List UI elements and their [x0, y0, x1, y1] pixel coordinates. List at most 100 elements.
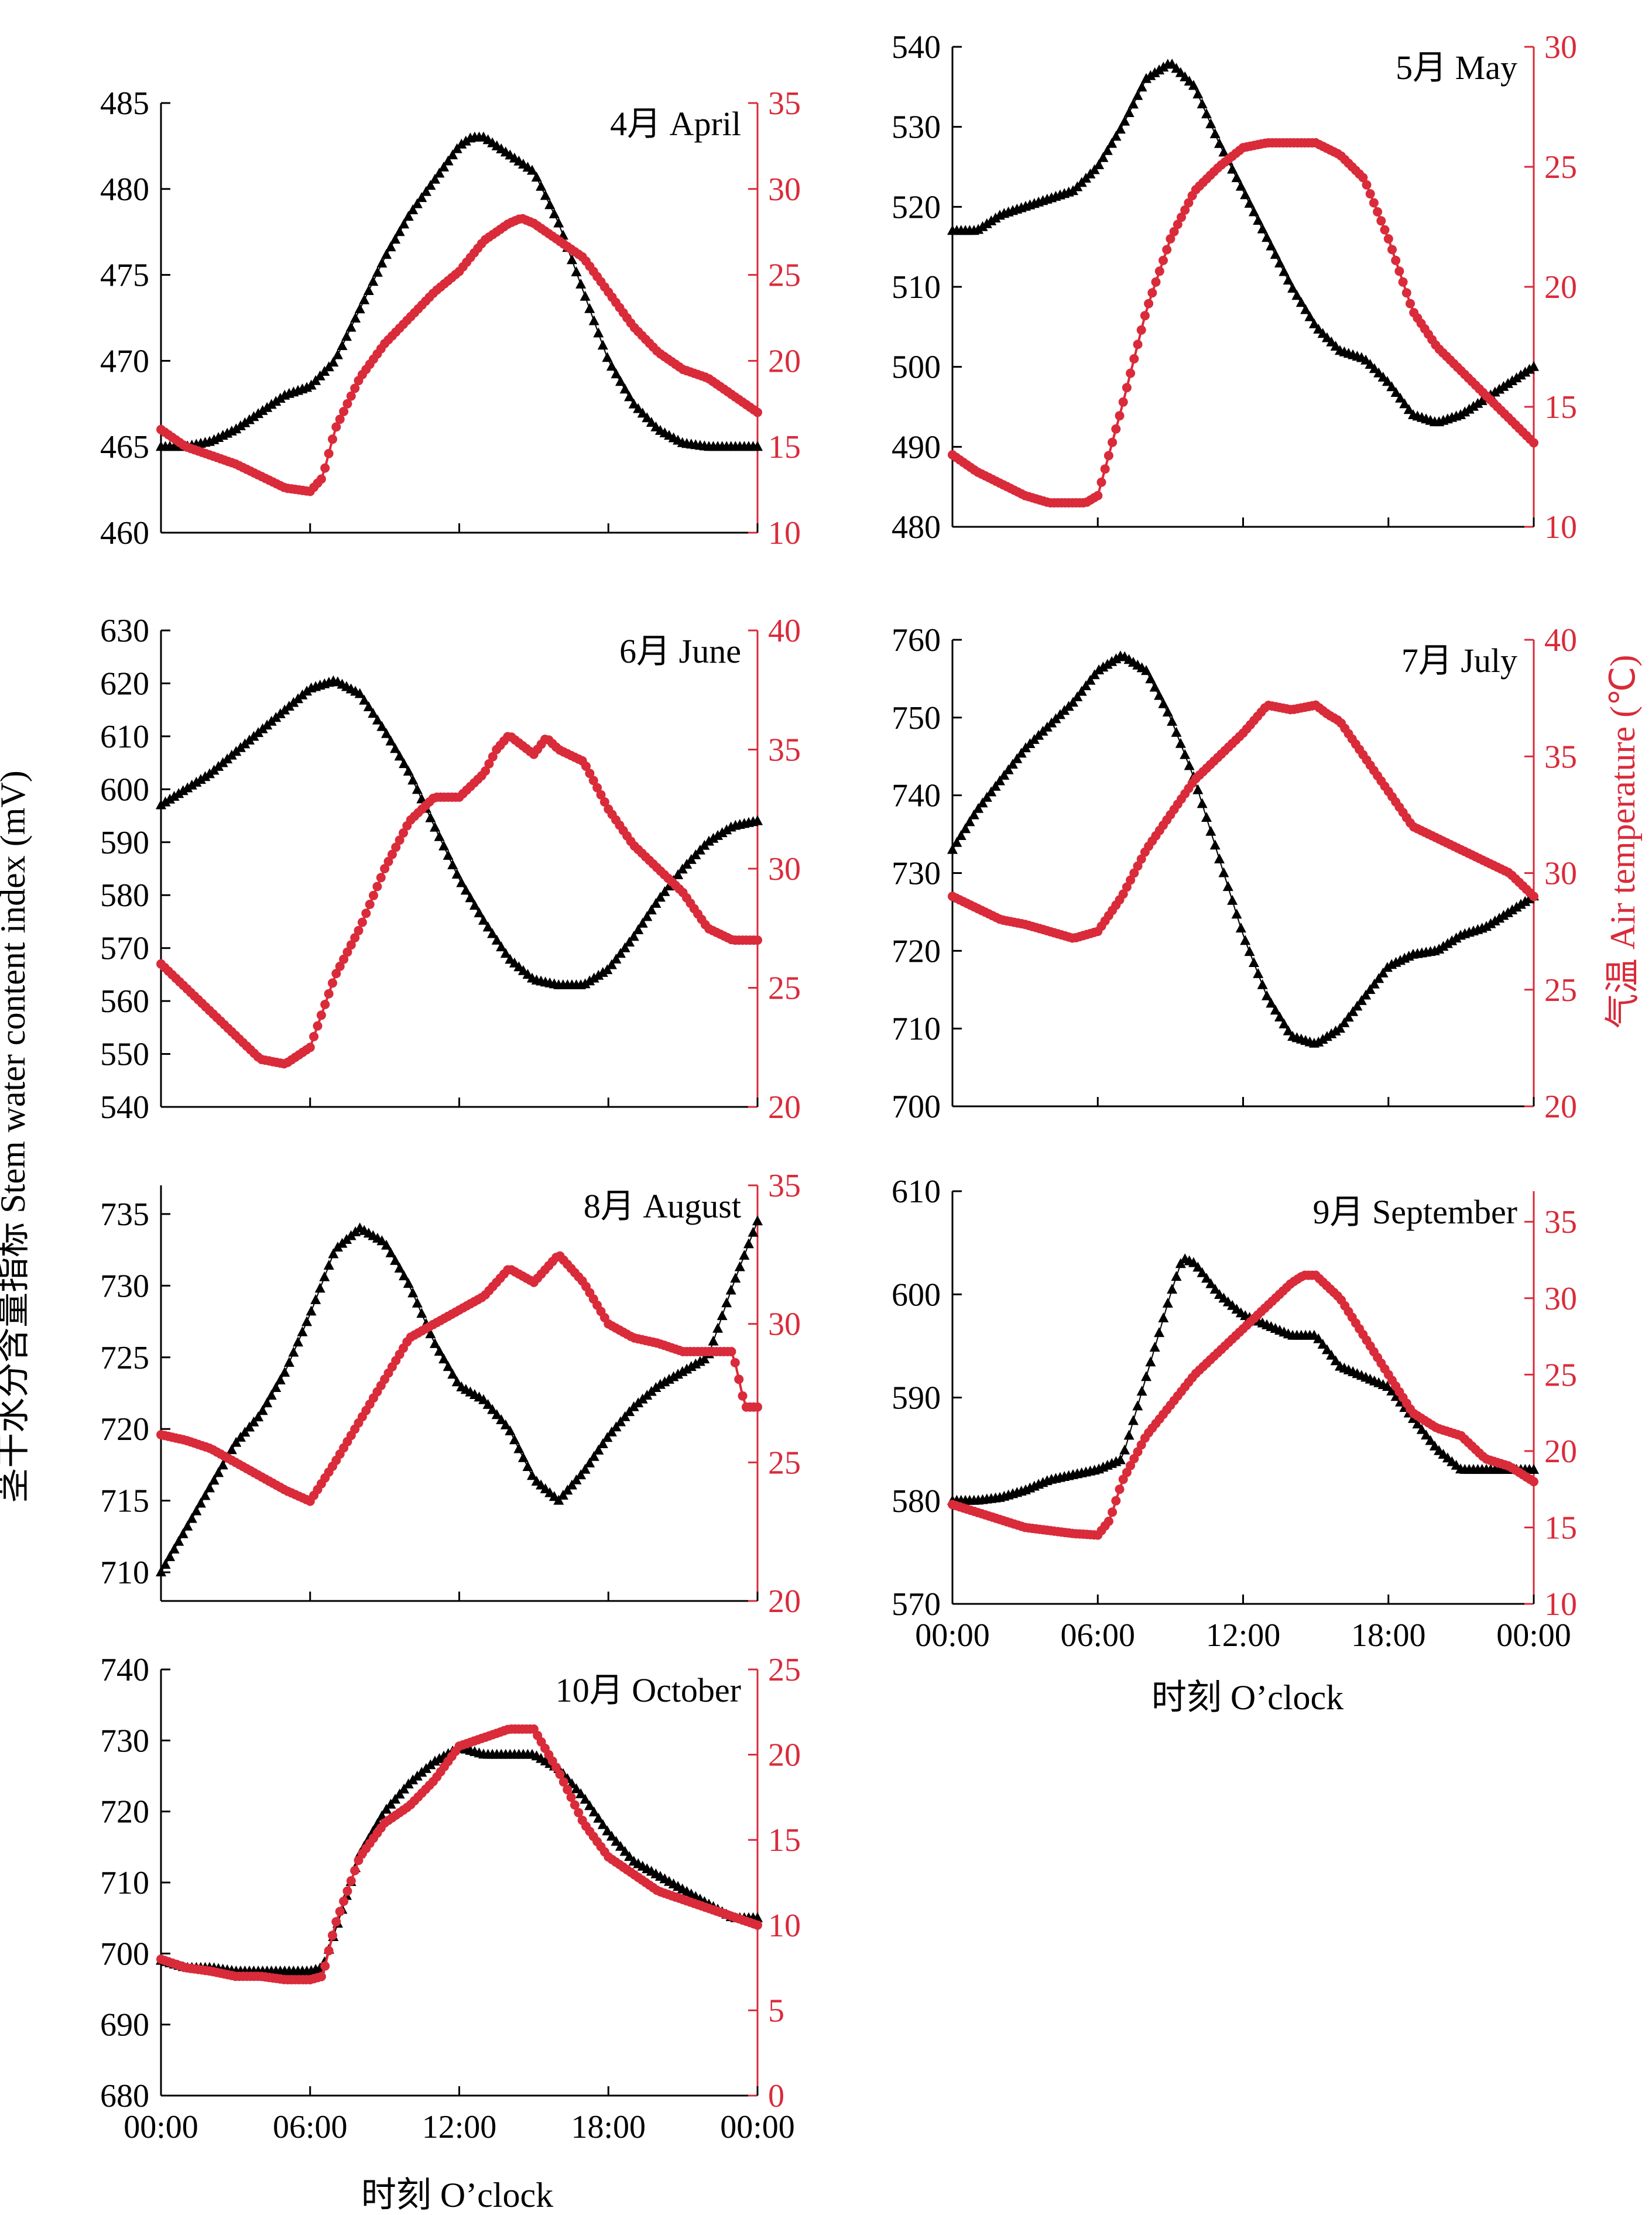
left-tick-label: 500 — [892, 349, 941, 386]
triangle-marker — [235, 1431, 246, 1442]
triangle-marker — [1253, 968, 1264, 978]
circle-marker — [391, 842, 401, 852]
triangle-marker — [1227, 894, 1238, 905]
left-tick-label: 720 — [100, 1411, 149, 1448]
left-tick-label: 630 — [100, 613, 149, 649]
triangle-marker — [1348, 1006, 1359, 1016]
triangle-marker — [253, 1411, 264, 1422]
triangle-marker — [301, 685, 313, 696]
triangle-marker — [430, 173, 440, 184]
triangle-marker — [177, 1528, 188, 1538]
triangle-marker — [1429, 1440, 1440, 1451]
triangle-marker — [1102, 659, 1113, 669]
triangle-marker — [650, 1382, 662, 1392]
triangle-marker — [505, 1425, 516, 1435]
triangle-marker — [266, 399, 277, 409]
triangle-marker — [1339, 1017, 1350, 1027]
triangle-marker — [270, 396, 282, 406]
triangle-marker — [699, 1353, 710, 1364]
triangle-marker — [403, 1278, 414, 1288]
triangle-marker — [1162, 1297, 1173, 1308]
triangle-marker — [593, 327, 604, 338]
right-tick-label: 15 — [768, 429, 801, 465]
triangle-marker — [1167, 59, 1178, 69]
right-tick-label: 40 — [1544, 622, 1577, 659]
triangle-marker — [275, 393, 286, 403]
triangle-marker — [1115, 124, 1126, 134]
series-line — [161, 136, 758, 448]
triangle-marker — [169, 1543, 180, 1554]
circle-marker — [313, 1021, 323, 1031]
triangle-marker — [496, 941, 507, 952]
triangle-marker — [1072, 691, 1083, 701]
triangle-marker — [239, 1427, 251, 1437]
triangle-marker — [314, 1283, 325, 1293]
triangle-marker — [593, 1444, 604, 1455]
triangle-marker — [694, 1356, 705, 1366]
triangle-marker — [1201, 812, 1212, 822]
stem-water-series — [156, 675, 763, 989]
circle-marker — [1159, 255, 1168, 265]
left-tick-label: 730 — [100, 1268, 149, 1304]
triangle-marker — [994, 775, 1005, 786]
chart-panel-5: 710 715 720 725 730 735 20 25 30 35 8月 August — [100, 1168, 801, 1620]
triangle-marker — [275, 1374, 286, 1384]
triangle-marker — [1395, 392, 1406, 403]
left-tick-label: 700 — [892, 1089, 941, 1125]
left-tick-label: 550 — [100, 1037, 149, 1073]
circle-marker — [1358, 173, 1368, 183]
triangle-marker — [328, 1248, 339, 1259]
triangle-marker — [430, 1755, 440, 1766]
triangle-marker — [1192, 1261, 1204, 1272]
triangle-marker — [465, 892, 476, 903]
circle-marker — [1166, 234, 1175, 244]
circle-marker — [1383, 234, 1393, 244]
triangle-marker — [1386, 1385, 1397, 1395]
chart-panel-1: 460 465 470 475 480 485 10 15 20 25 30 35 4月 April — [100, 85, 801, 551]
circle-marker — [555, 1770, 565, 1779]
triangle-marker — [385, 735, 396, 746]
circle-marker — [339, 954, 349, 964]
triangle-marker — [1386, 381, 1397, 392]
right-tick-label: 30 — [1544, 29, 1577, 66]
triangle-marker — [615, 948, 626, 958]
triangle-marker — [686, 1361, 697, 1371]
triangle-marker — [262, 402, 273, 412]
triangle-marker — [553, 1494, 564, 1505]
circle-marker — [1118, 889, 1128, 899]
right-tick-label: 30 — [1544, 1281, 1577, 1317]
triangle-marker — [451, 1376, 462, 1387]
triangle-marker — [1197, 98, 1208, 109]
left-tick-label: 740 — [892, 778, 941, 814]
air-temperature-series — [948, 138, 1538, 508]
right-tick-label: 35 — [1544, 1204, 1577, 1240]
triangle-marker — [654, 892, 666, 902]
triangle-marker — [1016, 748, 1027, 758]
triangle-marker — [712, 829, 724, 840]
triangle-marker — [363, 701, 374, 711]
triangle-marker — [611, 1836, 622, 1846]
x-tick-label: 06:00 — [1060, 1617, 1135, 1654]
triangle-marker — [606, 1426, 617, 1436]
triangle-marker — [1167, 1284, 1178, 1294]
chart-panel-3: 540 550 560 570 580 590 600 610 620 630 20 25 30 35 40… — [100, 613, 801, 1126]
circle-marker — [339, 1897, 349, 1906]
triangle-marker — [1180, 749, 1191, 759]
triangle-marker — [283, 1357, 294, 1367]
triangle-marker — [646, 904, 657, 915]
air-temperature-series — [948, 700, 1538, 943]
x-tick-label: 00:00 — [1496, 1617, 1571, 1654]
triangle-marker — [1154, 690, 1165, 700]
triangle-marker — [1295, 297, 1307, 307]
triangle-marker — [1485, 918, 1496, 928]
left-tick-label: 580 — [892, 1483, 941, 1520]
triangle-marker — [597, 1819, 608, 1829]
triangle-marker — [584, 1800, 595, 1811]
triangle-marker — [619, 942, 630, 952]
right-tick-label: 30 — [768, 851, 801, 887]
triangle-marker — [403, 766, 414, 776]
circle-marker — [753, 935, 762, 945]
left-tick-label: 470 — [100, 343, 149, 379]
triangle-marker — [381, 1803, 392, 1814]
circle-marker — [357, 917, 367, 927]
